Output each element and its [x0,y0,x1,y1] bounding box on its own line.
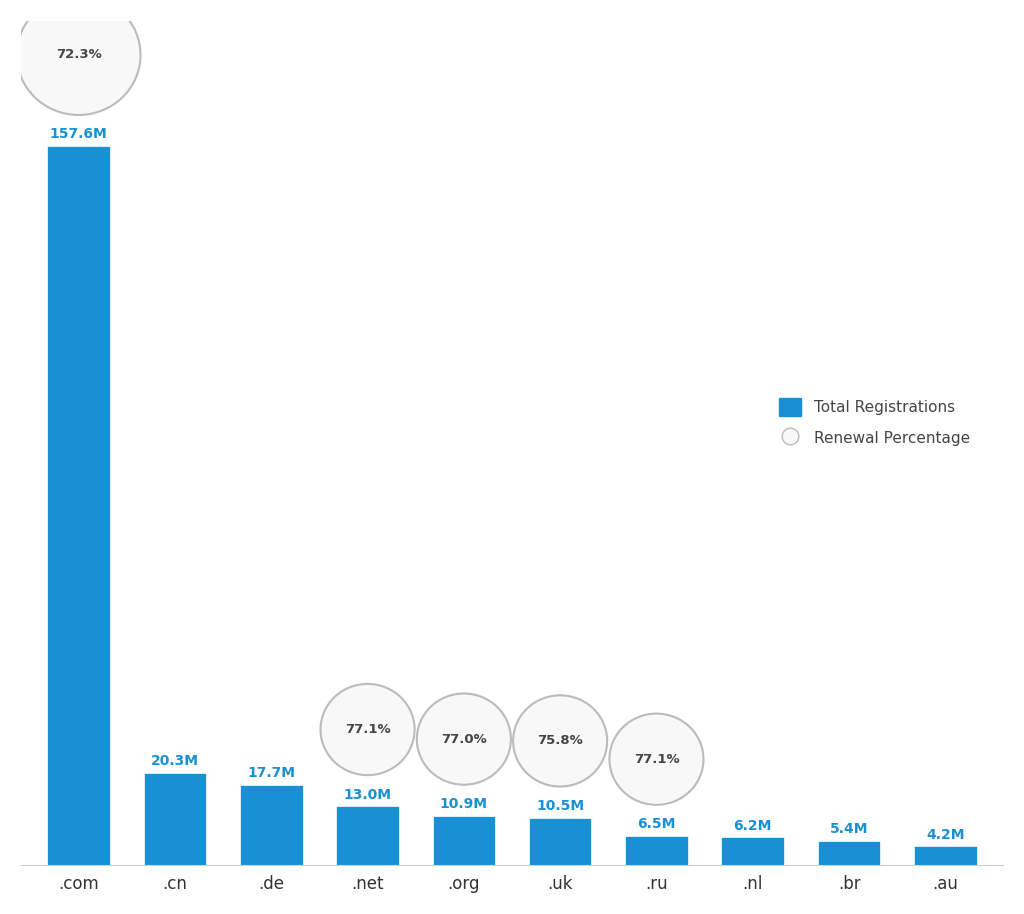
Text: 77.0%: 77.0% [441,733,486,746]
Bar [722,837,784,866]
Text: 13.0M: 13.0M [343,788,391,802]
Ellipse shape [16,0,140,115]
Bar [626,835,688,866]
Text: 72.3%: 72.3% [55,48,101,61]
Text: 6.5M: 6.5M [637,817,676,831]
Bar [818,841,881,866]
Ellipse shape [513,696,607,787]
Text: 5.4M: 5.4M [829,823,868,836]
Text: 4.2M: 4.2M [926,828,965,842]
Ellipse shape [321,684,415,775]
Text: 20.3M: 20.3M [151,754,199,768]
Bar [528,817,592,866]
Bar [336,806,398,866]
Text: 77.1%: 77.1% [634,753,679,766]
Text: 17.7M: 17.7M [247,766,295,780]
Text: 157.6M: 157.6M [50,127,108,142]
Bar [143,772,206,866]
Text: 75.8%: 75.8% [538,735,583,748]
Text: 6.2M: 6.2M [733,819,772,833]
Text: 77.1%: 77.1% [345,723,390,736]
Bar [240,784,302,866]
Text: 10.5M: 10.5M [537,799,585,813]
Legend: Total Registrations, Renewal Percentage: Total Registrations, Renewal Percentage [772,392,976,453]
Ellipse shape [609,714,703,805]
Bar [432,815,496,866]
Bar [47,146,110,866]
Bar [914,846,977,866]
Text: 10.9M: 10.9M [440,797,487,811]
Ellipse shape [417,694,511,785]
